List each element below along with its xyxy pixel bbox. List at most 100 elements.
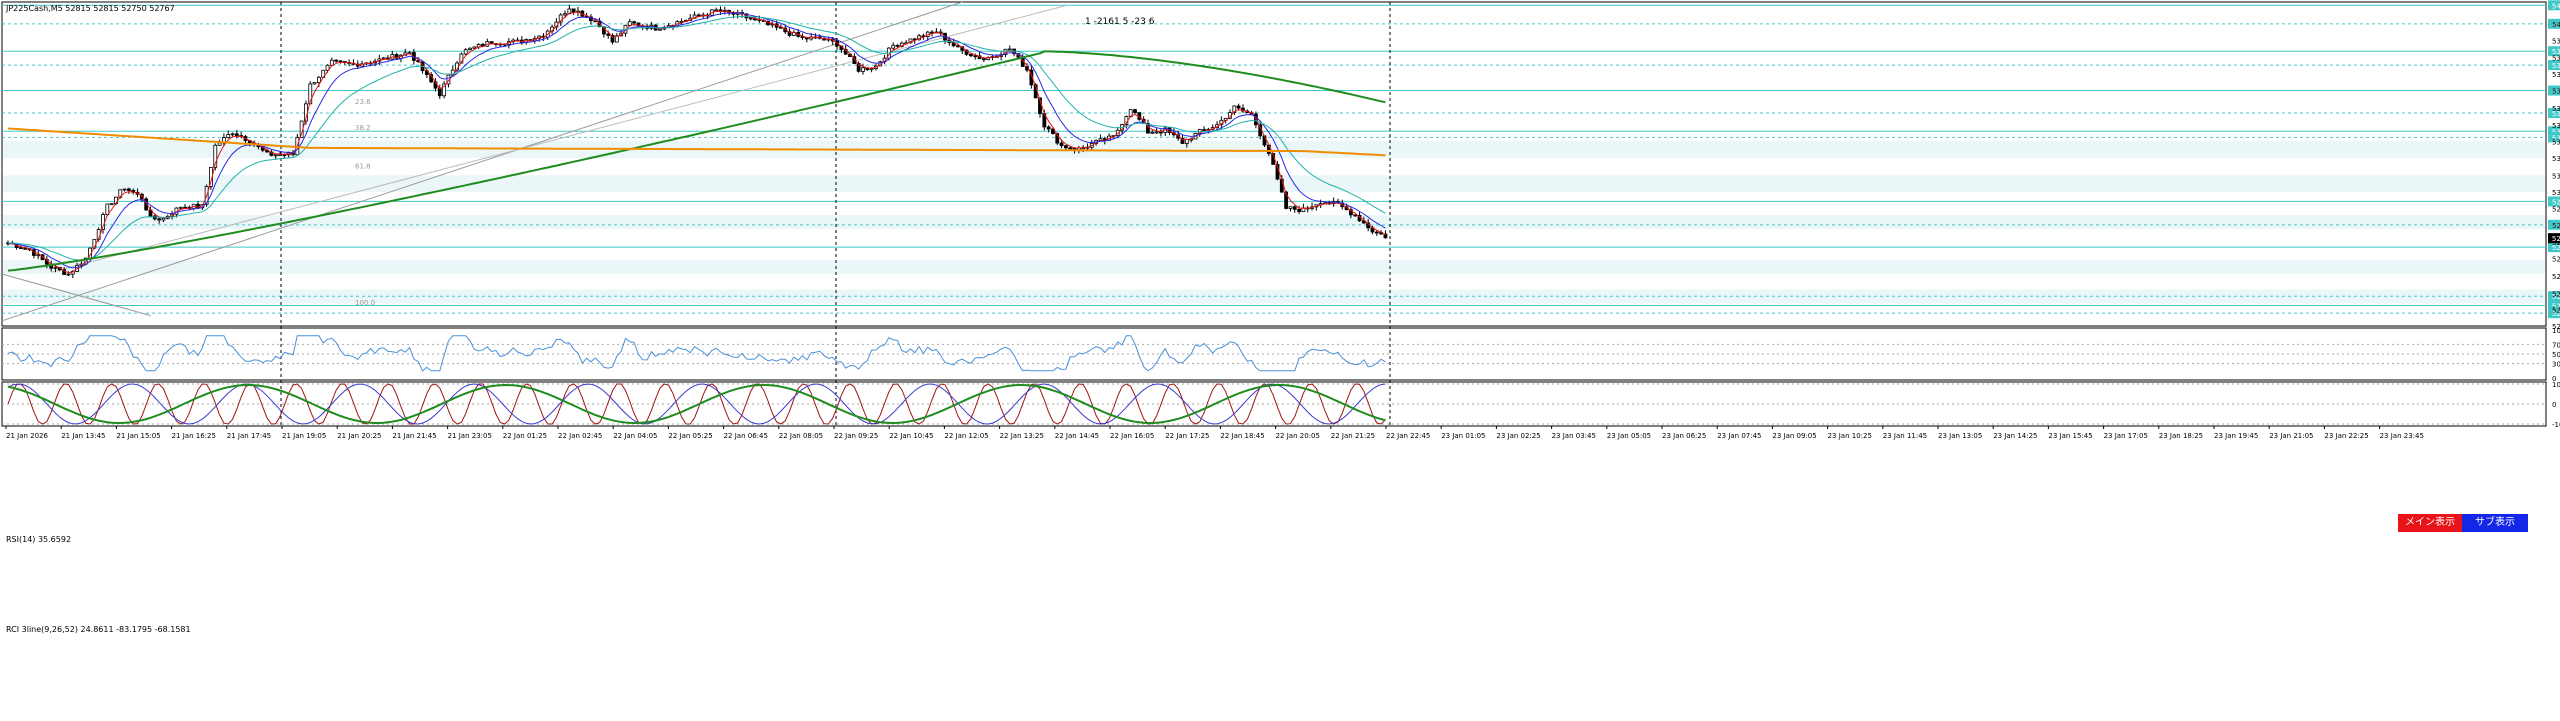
time-tick-24: 22 Jan 21:25 <box>1331 432 1375 440</box>
price-tick-15: 52549 <box>2552 273 2560 281</box>
time-tick-12: 22 Jan 05:25 <box>668 432 712 440</box>
level-tag-bg <box>2548 291 2560 302</box>
time-tick-1: 21 Jan 13:45 <box>61 432 105 440</box>
level-tag-text: 53349 <box>2552 134 2560 142</box>
candle-body <box>891 44 896 49</box>
level-tag-11: 52432 <box>2548 291 2560 302</box>
time-tick-39: 23 Jan 18:25 <box>2159 432 2203 440</box>
level-tag-text: 52979 <box>2552 198 2560 206</box>
main-display-button[interactable]: メイン表示 <box>2398 514 2462 532</box>
level-tag-bg <box>2548 60 2560 71</box>
candle-body <box>122 188 127 191</box>
level-tag-10: 52715 <box>2548 242 2560 253</box>
candle-body <box>1383 233 1388 239</box>
candle-body <box>627 21 632 26</box>
level-tag-bg <box>2548 242 2560 253</box>
time-tick-7: 21 Jan 21:45 <box>392 432 436 440</box>
main-panel-frame <box>1 1 2547 327</box>
ma-mid-line <box>7 12 1386 269</box>
candle-body <box>1133 109 1137 113</box>
fib-label-1: 38.2 <box>355 124 371 132</box>
level-tag-text: 54004 <box>2552 21 2560 29</box>
candle-body <box>468 47 472 51</box>
candle-body <box>1297 208 1301 213</box>
time-tick-22: 22 Jan 18:45 <box>1220 432 1264 440</box>
level-tag-8: 52979 <box>2548 196 2560 207</box>
rci-fast-line <box>7 383 1386 425</box>
candle-body <box>558 14 563 23</box>
time-tick-41: 23 Jan 21:05 <box>2269 432 2313 440</box>
price-tick-14: 52649 <box>2552 256 2560 264</box>
candle-body <box>230 133 235 136</box>
symbol-info: JP225Cash,M5 52815 52815 52750 52767 <box>6 4 175 13</box>
candle-body <box>1068 147 1073 150</box>
level-tag-bg <box>2548 219 2560 230</box>
candle-body <box>1146 123 1150 134</box>
time-tick-18: 22 Jan 13:25 <box>1000 432 1044 440</box>
level-tag-12: 52378 <box>2548 300 2560 311</box>
level-tag-bg <box>2548 0 2560 11</box>
sub-display-button[interactable]: サブ表示 <box>2462 514 2528 532</box>
candle-body <box>234 133 239 136</box>
ma-fast-line <box>7 10 1386 274</box>
candle-body <box>1374 231 1379 234</box>
candle-body <box>127 188 131 191</box>
candle-body <box>563 13 567 16</box>
candle-body <box>1064 145 1068 149</box>
candle-body <box>1292 206 1297 210</box>
fib-label-3: 100.0 <box>355 299 375 307</box>
rci-tick-1: 0 <box>2552 401 2556 409</box>
time-tick-36: 23 Jan 14:25 <box>1993 432 2037 440</box>
rsi-label: RSI(14) 35.6592 <box>6 535 72 544</box>
time-tick-33: 23 Jan 10:25 <box>1828 432 1872 440</box>
candle-body <box>489 41 494 44</box>
candle-body <box>338 60 343 63</box>
price-tick-16: 52449 <box>2552 290 2560 298</box>
time-tick-35: 23 Jan 13:05 <box>1938 432 1982 440</box>
level-tag-bg <box>2548 108 2560 119</box>
last-price-bg <box>2548 233 2560 244</box>
candle-body <box>463 49 468 55</box>
price-tick-3: 53714 <box>2552 71 2560 79</box>
level-tag-9: 52844 <box>2548 219 2560 230</box>
rsi-line <box>7 335 1386 372</box>
trendline-lower <box>51 4 1067 273</box>
time-tick-30: 23 Jan 06:25 <box>1662 432 1706 440</box>
price-tick-12: 52844 <box>2552 222 2560 230</box>
price-tick-8: 53229 <box>2552 155 2560 163</box>
time-tick-31: 23 Jan 07:45 <box>1717 432 1761 440</box>
time-tick-37: 23 Jan 15:45 <box>2048 432 2092 440</box>
level-tag-text: 53619 <box>2552 88 2560 96</box>
time-tick-10: 22 Jan 02:45 <box>558 432 602 440</box>
level-tag-bg <box>2548 300 2560 311</box>
price-tick-2: 53809 <box>2552 55 2560 63</box>
candle-body <box>442 83 447 97</box>
candle-body <box>459 53 464 64</box>
price-tick-7: 53324 <box>2552 139 2560 147</box>
price-tick-6: 53419 <box>2552 122 2560 130</box>
level-tag-text: 52844 <box>2552 222 2560 230</box>
price-zone-1 <box>3 175 2545 192</box>
candle-body <box>1232 105 1237 113</box>
ma-slow-line <box>7 15 1386 261</box>
candle-body <box>856 63 861 72</box>
rsi-tick-1: 70 <box>2552 341 2560 349</box>
candle-body <box>1284 191 1289 209</box>
time-tick-20: 22 Jan 16:05 <box>1110 432 1154 440</box>
candle-body <box>1353 214 1358 217</box>
price-tick-1: 53909 <box>2552 37 2560 45</box>
ma-long-line <box>7 50 1386 272</box>
candle-body <box>66 273 71 276</box>
candle-body <box>632 21 637 24</box>
candle-body <box>969 54 973 57</box>
time-tick-43: 23 Jan 23:45 <box>2380 432 2424 440</box>
candle-body <box>226 134 231 138</box>
rsi-tick-2: 50 <box>2552 351 2560 359</box>
time-tick-2: 21 Jan 15:05 <box>116 432 160 440</box>
candle-body <box>1236 105 1241 109</box>
price-tick-10: 53034 <box>2552 189 2560 197</box>
candle-body <box>1154 131 1159 134</box>
level-tag-13: 52334 <box>2548 308 2560 319</box>
candle-body <box>178 206 183 209</box>
price-tick-0: 54004 <box>2552 21 2560 29</box>
